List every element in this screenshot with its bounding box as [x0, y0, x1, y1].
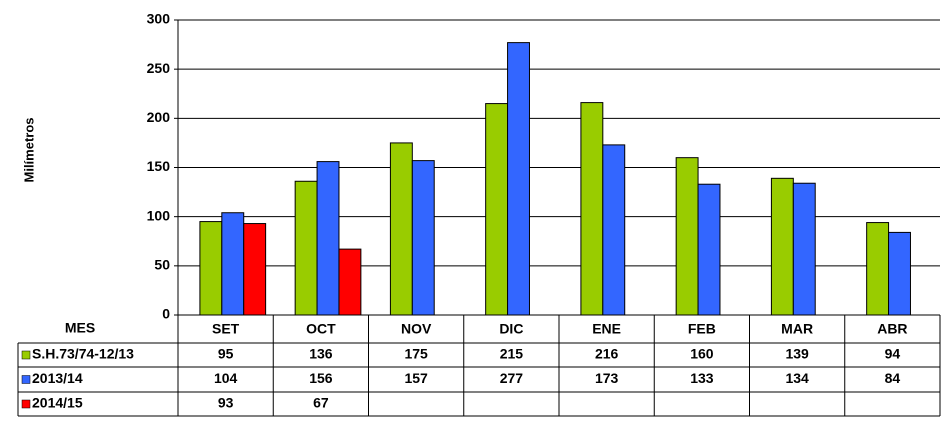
- x-tick-label: ABR: [877, 321, 907, 337]
- bar: [866, 222, 890, 316]
- bar: [316, 161, 340, 316]
- table-value: 136: [309, 346, 333, 362]
- legend-label: 2014/15: [32, 395, 83, 411]
- legend-label: S.H.73/74-12/13: [32, 346, 134, 362]
- legend-swatch: [21, 375, 31, 384]
- x-tick-label: NOV: [401, 321, 432, 337]
- table-value: 277: [500, 370, 524, 386]
- table-value: 175: [404, 346, 428, 362]
- y-axis-label: Milímetros: [21, 117, 36, 182]
- table-value: 216: [595, 346, 619, 362]
- bar: [485, 103, 509, 316]
- y-tick-label: 300: [147, 11, 171, 27]
- bar: [792, 182, 816, 316]
- bar: [294, 180, 318, 316]
- table-value: 93: [218, 395, 234, 411]
- bar: [389, 142, 413, 316]
- x-tick-label: MAR: [781, 321, 813, 337]
- bar: [243, 223, 267, 316]
- bar: [507, 42, 530, 316]
- table-value: 157: [404, 370, 428, 386]
- legend-swatch: [21, 350, 31, 360]
- y-tick-label: 50: [154, 257, 170, 273]
- bar: [580, 102, 604, 316]
- y-tick-label: 0: [162, 306, 170, 322]
- bar: [411, 160, 435, 316]
- table-value: 67: [313, 395, 329, 411]
- bar: [199, 221, 223, 316]
- table-value: 160: [690, 346, 714, 362]
- y-tick-label: 100: [147, 207, 171, 223]
- bar: [602, 144, 626, 316]
- table-value: 215: [500, 346, 524, 362]
- x-axis-label: MES: [65, 320, 95, 336]
- x-tick-label: DIC: [499, 321, 523, 337]
- legend-swatch: [21, 399, 31, 409]
- x-tick-label: SET: [212, 321, 240, 337]
- y-tick-label: 200: [147, 109, 171, 125]
- bar: [221, 212, 245, 316]
- x-tick-label: FEB: [688, 321, 716, 337]
- table-value: 173: [595, 370, 619, 386]
- legend-label: 2013/14: [32, 370, 83, 386]
- table-value: 133: [690, 370, 714, 386]
- table-value: 104: [214, 370, 238, 386]
- x-tick-label: ENE: [592, 321, 621, 337]
- table-value: 134: [785, 370, 809, 386]
- x-tick-label: OCT: [306, 321, 336, 337]
- bar: [888, 231, 911, 316]
- y-tick-label: 250: [147, 60, 171, 76]
- table-value: 94: [885, 346, 901, 362]
- bar: [770, 177, 794, 316]
- table-value: 156: [309, 370, 333, 386]
- y-tick-label: 150: [147, 158, 171, 174]
- bar: [697, 183, 721, 316]
- table-value: 95: [218, 346, 234, 362]
- table-value: 139: [785, 346, 809, 362]
- bar: [675, 157, 699, 316]
- table-value: 84: [885, 370, 901, 386]
- bar: [338, 248, 362, 316]
